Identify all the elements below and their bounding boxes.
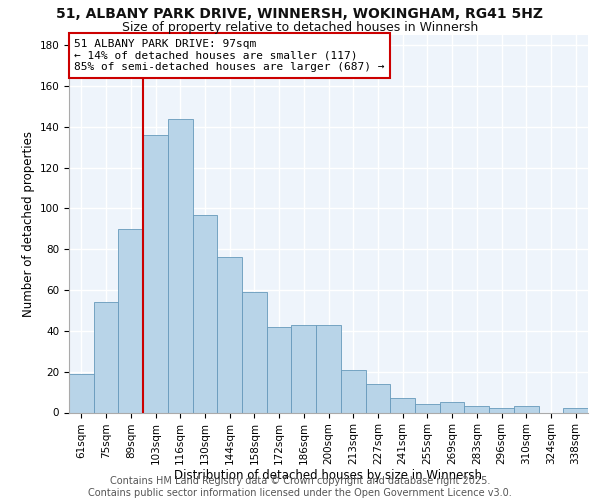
Bar <box>390 398 415 412</box>
Bar <box>563 408 588 412</box>
Text: Size of property relative to detached houses in Winnersh: Size of property relative to detached ho… <box>122 21 478 34</box>
Text: 51, ALBANY PARK DRIVE, WINNERSH, WOKINGHAM, RG41 5HZ: 51, ALBANY PARK DRIVE, WINNERSH, WOKINGH… <box>56 8 544 22</box>
X-axis label: Distribution of detached houses by size in Winnersh: Distribution of detached houses by size … <box>175 468 482 481</box>
Text: 51 ALBANY PARK DRIVE: 97sqm
← 14% of detached houses are smaller (117)
85% of se: 51 ALBANY PARK DRIVE: 97sqm ← 14% of det… <box>74 39 385 72</box>
Bar <box>267 327 292 412</box>
Bar <box>464 406 489 412</box>
Bar <box>341 370 365 412</box>
Bar <box>193 214 217 412</box>
Bar <box>168 118 193 412</box>
Bar <box>316 325 341 412</box>
Bar <box>365 384 390 412</box>
Bar <box>514 406 539 412</box>
Text: Contains HM Land Registry data © Crown copyright and database right 2025.
Contai: Contains HM Land Registry data © Crown c… <box>88 476 512 498</box>
Bar <box>94 302 118 412</box>
Bar <box>217 258 242 412</box>
Bar <box>118 229 143 412</box>
Bar <box>440 402 464 412</box>
Bar <box>143 135 168 412</box>
Bar <box>69 374 94 412</box>
Bar <box>242 292 267 412</box>
Y-axis label: Number of detached properties: Number of detached properties <box>22 130 35 317</box>
Bar <box>415 404 440 412</box>
Bar <box>292 325 316 412</box>
Bar <box>489 408 514 412</box>
